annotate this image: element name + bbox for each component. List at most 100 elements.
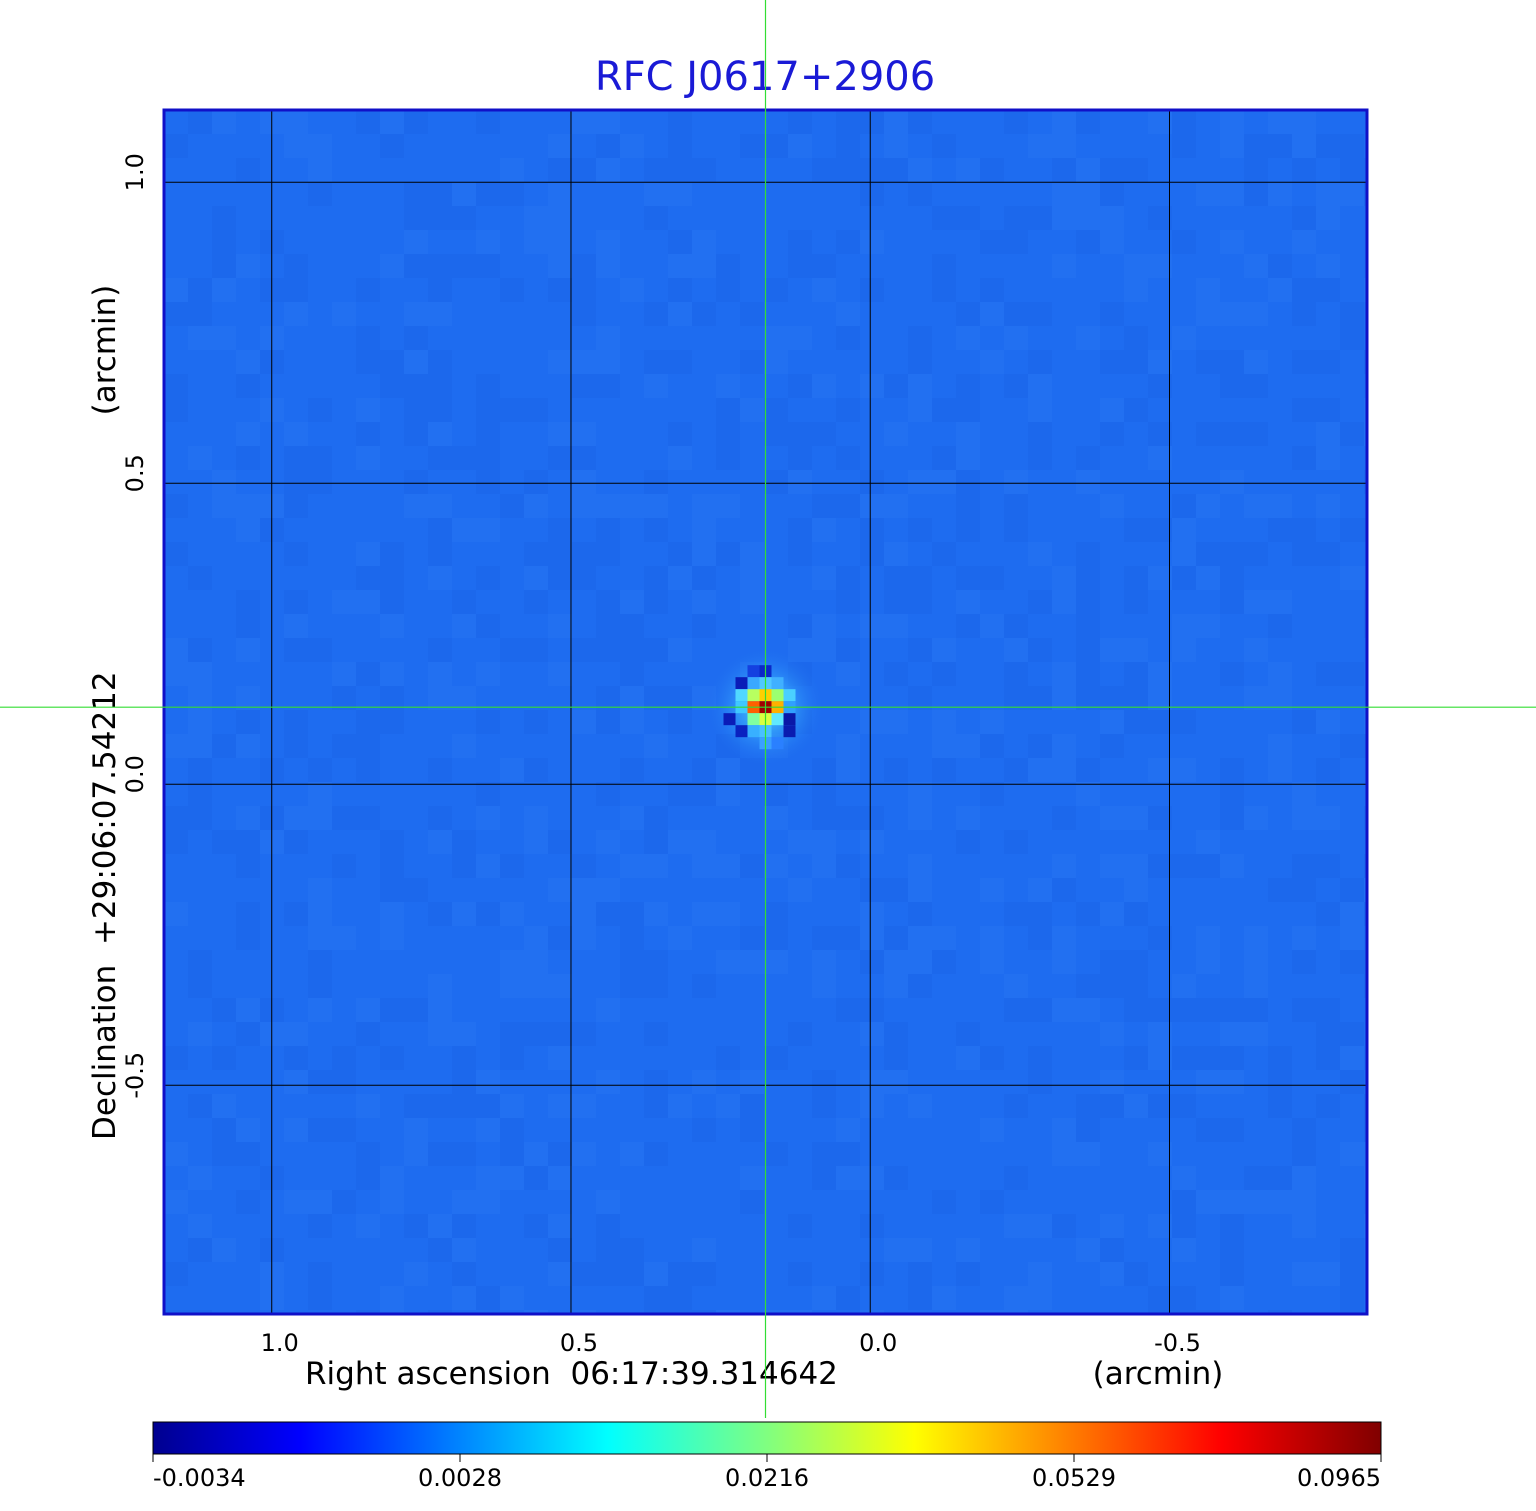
source-pixel bbox=[723, 713, 736, 726]
noise-cell bbox=[908, 182, 932, 206]
noise-cell bbox=[1172, 566, 1196, 590]
noise-cell bbox=[812, 422, 836, 446]
noise-cell bbox=[1028, 998, 1052, 1022]
noise-cell bbox=[1124, 398, 1148, 422]
noise-cell bbox=[1172, 1238, 1196, 1262]
noise-cell bbox=[212, 1142, 236, 1166]
noise-cell bbox=[236, 638, 260, 662]
source-pixel bbox=[747, 677, 760, 690]
noise-cell bbox=[1340, 134, 1364, 158]
noise-cell bbox=[356, 1022, 380, 1046]
noise-cell bbox=[1244, 1190, 1268, 1214]
noise-cell bbox=[476, 182, 500, 206]
noise-cell bbox=[404, 326, 428, 350]
noise-cell bbox=[500, 1286, 524, 1310]
noise-cell bbox=[380, 878, 404, 902]
noise-cell bbox=[188, 1094, 212, 1118]
noise-cell bbox=[716, 254, 740, 278]
noise-cell bbox=[332, 1118, 356, 1142]
noise-cell bbox=[380, 110, 404, 134]
noise-cell bbox=[1316, 446, 1340, 470]
noise-cell bbox=[572, 422, 596, 446]
noise-cell bbox=[284, 1022, 308, 1046]
noise-cell bbox=[1172, 1310, 1196, 1314]
noise-cell bbox=[692, 1118, 716, 1142]
noise-cell bbox=[788, 374, 812, 398]
noise-cell bbox=[1268, 1310, 1292, 1314]
noise-cell bbox=[188, 1238, 212, 1262]
noise-cell bbox=[452, 686, 476, 710]
source-pixel bbox=[735, 725, 748, 738]
noise-cell bbox=[980, 710, 1004, 734]
noise-cell bbox=[1124, 638, 1148, 662]
noise-cell bbox=[644, 566, 668, 590]
noise-cell bbox=[1340, 422, 1364, 446]
noise-cell bbox=[476, 1118, 500, 1142]
noise-cell bbox=[380, 710, 404, 734]
noise-cell bbox=[884, 878, 908, 902]
noise-cell bbox=[980, 1190, 1004, 1214]
noise-cell bbox=[356, 1142, 380, 1166]
noise-cell bbox=[452, 614, 476, 638]
noise-cell bbox=[836, 566, 860, 590]
noise-cell bbox=[284, 278, 308, 302]
noise-cell bbox=[908, 158, 932, 182]
noise-cell bbox=[1220, 110, 1244, 134]
noise-cell bbox=[1196, 854, 1220, 878]
noise-cell bbox=[1244, 998, 1268, 1022]
noise-cell bbox=[1100, 182, 1124, 206]
noise-cell bbox=[1340, 1070, 1364, 1094]
noise-cell bbox=[1100, 734, 1124, 758]
noise-cell bbox=[1292, 230, 1316, 254]
noise-cell bbox=[404, 1094, 428, 1118]
noise-cell bbox=[524, 806, 548, 830]
noise-cell bbox=[524, 230, 548, 254]
noise-cell bbox=[1172, 518, 1196, 542]
noise-cell bbox=[476, 110, 500, 134]
noise-cell bbox=[356, 110, 380, 134]
noise-cell bbox=[980, 278, 1004, 302]
noise-cell bbox=[596, 614, 620, 638]
noise-cell bbox=[620, 590, 644, 614]
noise-cell bbox=[524, 566, 548, 590]
noise-cell bbox=[1052, 686, 1076, 710]
noise-cell bbox=[548, 1046, 572, 1070]
noise-cell bbox=[524, 710, 548, 734]
noise-cell bbox=[884, 494, 908, 518]
noise-cell bbox=[788, 614, 812, 638]
noise-cell bbox=[188, 1166, 212, 1190]
noise-cell bbox=[956, 1022, 980, 1046]
noise-cell bbox=[836, 326, 860, 350]
noise-cell bbox=[572, 1262, 596, 1286]
noise-cell bbox=[548, 662, 572, 686]
noise-cell bbox=[332, 926, 356, 950]
noise-cell bbox=[620, 902, 644, 926]
noise-cell bbox=[836, 446, 860, 470]
noise-cell bbox=[788, 110, 812, 134]
noise-cell bbox=[164, 1046, 188, 1070]
noise-cell bbox=[212, 998, 236, 1022]
noise-cell bbox=[476, 254, 500, 278]
noise-cell bbox=[716, 782, 740, 806]
noise-cell bbox=[1148, 206, 1172, 230]
noise-cell bbox=[1100, 974, 1124, 998]
noise-cell bbox=[1220, 350, 1244, 374]
noise-cell bbox=[284, 1118, 308, 1142]
noise-cell bbox=[1196, 998, 1220, 1022]
noise-cell bbox=[908, 974, 932, 998]
noise-cell bbox=[1340, 158, 1364, 182]
noise-cell bbox=[1196, 614, 1220, 638]
noise-cell bbox=[1244, 542, 1268, 566]
noise-cell bbox=[908, 686, 932, 710]
noise-cell bbox=[308, 1214, 332, 1238]
noise-cell bbox=[836, 1142, 860, 1166]
noise-cell bbox=[644, 686, 668, 710]
noise-cell bbox=[764, 782, 788, 806]
noise-cell bbox=[1292, 158, 1316, 182]
noise-cell bbox=[1196, 926, 1220, 950]
noise-cell bbox=[1292, 134, 1316, 158]
noise-cell bbox=[1196, 566, 1220, 590]
noise-cell bbox=[644, 950, 668, 974]
noise-cell bbox=[1076, 230, 1100, 254]
noise-cell bbox=[860, 470, 884, 494]
